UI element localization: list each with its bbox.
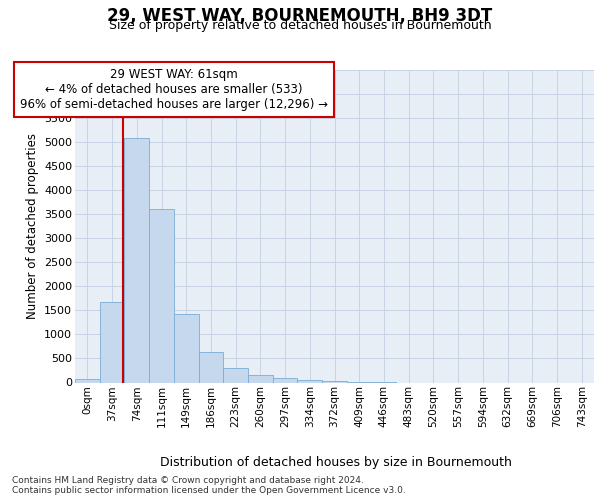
Text: 29, WEST WAY, BOURNEMOUTH, BH9 3DT: 29, WEST WAY, BOURNEMOUTH, BH9 3DT [107, 8, 493, 26]
Text: Distribution of detached houses by size in Bournemouth: Distribution of detached houses by size … [160, 456, 512, 469]
Bar [75, 379, 100, 382]
Text: Size of property relative to detached houses in Bournemouth: Size of property relative to detached ho… [109, 19, 491, 32]
Bar [273, 378, 298, 382]
Y-axis label: Number of detached properties: Number of detached properties [26, 133, 38, 320]
Bar [100, 302, 124, 382]
Text: Contains HM Land Registry data © Crown copyright and database right 2024.
Contai: Contains HM Land Registry data © Crown c… [12, 476, 406, 495]
Bar [298, 380, 322, 382]
Text: 29 WEST WAY: 61sqm
← 4% of detached houses are smaller (533)
96% of semi-detache: 29 WEST WAY: 61sqm ← 4% of detached hous… [20, 68, 328, 110]
Bar [174, 314, 199, 382]
Bar [149, 210, 174, 382]
Bar [248, 375, 273, 382]
Bar [322, 381, 347, 382]
Bar [223, 368, 248, 382]
Bar [199, 352, 223, 382]
Bar [124, 138, 149, 382]
